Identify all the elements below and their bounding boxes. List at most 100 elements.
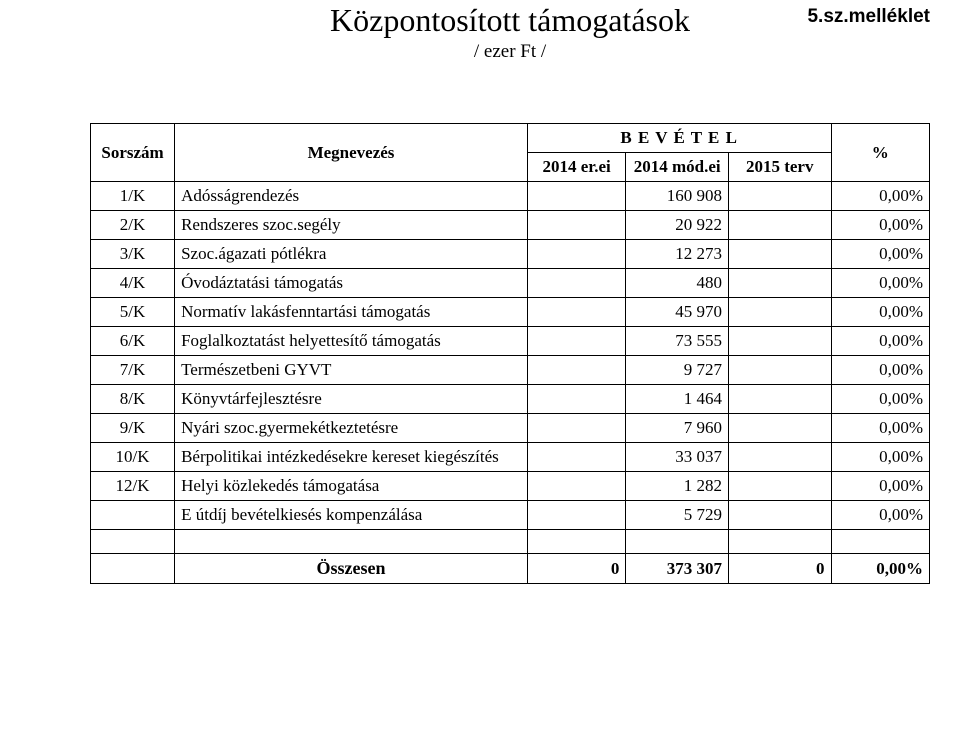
cell-2015 [728,211,831,240]
cell-2014e [527,211,625,240]
cell-sorszam: 3/K [91,240,175,269]
cell-2015 [728,298,831,327]
cell-2015 [728,414,831,443]
col-header-bevetel: B E V É T E L [527,124,831,153]
cell-2015 [728,182,831,211]
cell-2014m: 5 729 [626,501,729,530]
header: Központosított támogatások / ezer Ft / 5… [90,0,930,63]
cell-2014e [527,327,625,356]
cell-percent: 0,00% [831,182,930,211]
cell-megnevezes: Rendszeres szoc.segély [175,211,528,240]
cell-megnevezes: Bérpolitikai intézkedésekre kereset kieg… [175,443,528,472]
cell-2014m: 1 282 [626,472,729,501]
cell-sorszam: 1/K [91,182,175,211]
cell-2014m: 1 464 [626,385,729,414]
cell-percent: 0,00% [831,240,930,269]
table-row: 4/KÓvodáztatási támogatás 480 0,00% [91,269,930,298]
table-spacer-row [91,530,930,554]
cell-megnevezes: Normatív lakásfenntartási támogatás [175,298,528,327]
cell-2014m: 160 908 [626,182,729,211]
cell-percent: 0,00% [831,327,930,356]
cell-2015 [728,501,831,530]
empty-cell [728,530,831,554]
cell-2014e [527,414,625,443]
cell-megnevezes: Adósságrendezés [175,182,528,211]
cell-2015 [728,472,831,501]
cell-2015 [728,327,831,356]
cell-2014m: 20 922 [626,211,729,240]
cell-2014m: 45 970 [626,298,729,327]
table-header: Sorszám Megnevezés B E V É T E L % 2014 … [91,124,930,182]
cell-2014m: 33 037 [626,443,729,472]
cell-sorszam: 10/K [91,443,175,472]
cell-2014e [527,443,625,472]
table-row: 9/KNyári szoc.gyermekétkeztetésre 7 960 0,… [91,414,930,443]
page-subtitle: / ezer Ft / [90,41,930,63]
cell-2015 [728,269,831,298]
empty-cell [626,530,729,554]
cell-percent: 0,00% [831,211,930,240]
cell-percent: 0,00% [831,501,930,530]
cell-percent: 0,00% [831,443,930,472]
cell-2015 [728,356,831,385]
cell-percent: 0,00% [831,385,930,414]
table-row: 6/KFoglalkoztatást helyettesítő támogatá… [91,327,930,356]
col-subheader-2015: 2015 terv [728,153,831,182]
cell-sorszam: 7/K [91,356,175,385]
page-title: Központosított támogatások [90,2,930,39]
cell-megnevezes: Helyi közlekedés támogatása [175,472,528,501]
total-percent: 0,00% [831,554,930,584]
table-container: Sorszám Megnevezés B E V É T E L % 2014 … [90,123,930,584]
total-2014e: 0 [527,554,625,584]
cell-percent: 0,00% [831,414,930,443]
cell-2015 [728,385,831,414]
cell-megnevezes: Szoc.ágazati pótlékra [175,240,528,269]
cell-megnevezes: Könyvtárfejlesztésre [175,385,528,414]
table-row: 1/KAdósságrendezés 160 908 0,00% [91,182,930,211]
cell-sorszam: 9/K [91,414,175,443]
empty-cell [175,530,528,554]
col-header-sorszam: Sorszám [91,124,175,182]
table-row: 2/KRendszeres szoc.segély 20 922 0,00% [91,211,930,240]
data-table: Sorszám Megnevezés B E V É T E L % 2014 … [90,123,930,584]
cell-2014m: 7 960 [626,414,729,443]
total-label: Összesen [175,554,528,584]
cell-2014m: 480 [626,269,729,298]
col-header-megnevezes: Megnevezés [175,124,528,182]
table-row: 8/KKönyvtárfejlesztésre 1 464 0,00% [91,385,930,414]
empty-cell [91,530,175,554]
cell-megnevezes: Foglalkoztatást helyettesítő támogatás [175,327,528,356]
cell-sorszam: 8/K [91,385,175,414]
table-row: 3/KSzoc.ágazati pótlékra 12 273 0,00% [91,240,930,269]
cell-megnevezes: Óvodáztatási támogatás [175,269,528,298]
cell-sorszam: 6/K [91,327,175,356]
cell-2015 [728,443,831,472]
empty-cell [527,530,625,554]
cell-2014e [527,385,625,414]
cell-percent: 0,00% [831,472,930,501]
cell-2014e [527,182,625,211]
cell-2014m: 73 555 [626,327,729,356]
cell-2014m: 9 727 [626,356,729,385]
cell-megnevezes: Természetbeni GYVT [175,356,528,385]
cell-percent: 0,00% [831,269,930,298]
cell-megnevezes: Nyári szoc.gyermekétkeztetésre [175,414,528,443]
cell-megnevezes: E útdíj bevételkiesés kompenzálása [175,501,528,530]
col-subheader-2014e: 2014 er.ei [527,153,625,182]
cell-sorszam: 5/K [91,298,175,327]
cell-percent: 0,00% [831,356,930,385]
total-2015: 0 [728,554,831,584]
cell-2014m: 12 273 [626,240,729,269]
table-row: 7/KTermészetbeni GYVT 9 727 0,00% [91,356,930,385]
table-row: 12/KHelyi közlekedés támogatása 1 282 0,00… [91,472,930,501]
table-body: 1/KAdósságrendezés160 9080,00%2/KRendsze… [91,182,930,584]
col-subheader-2014m: 2014 mód.ei [626,153,729,182]
cell-sorszam: 4/K [91,269,175,298]
cell-2014e [527,298,625,327]
page: Központosított támogatások / ezer Ft / 5… [0,0,960,743]
cell-sorszam: 2/K [91,211,175,240]
col-header-percent: % [831,124,930,182]
cell-sorszam: 12/K [91,472,175,501]
cell-2014e [527,356,625,385]
total-2014m: 373 307 [626,554,729,584]
